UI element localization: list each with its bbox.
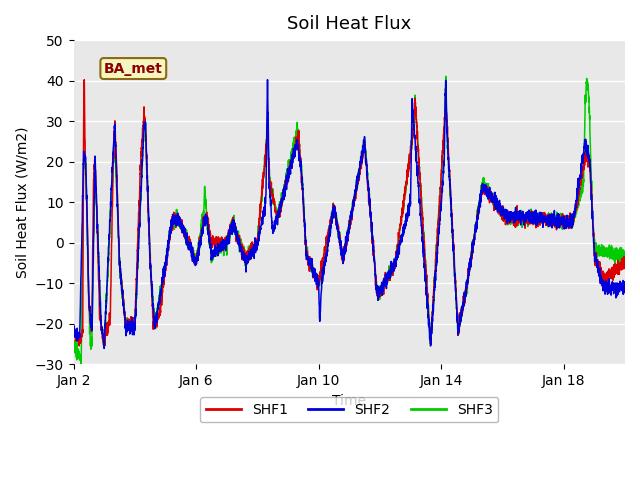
SHF2 (621, 289, 629, 295)
Text: BA_met: BA_met (104, 61, 163, 75)
SHF1 (621, 259, 628, 265)
SHF2 (100, 346, 108, 351)
SHF3 (442, 73, 449, 79)
SHF3 (403, 170, 411, 176)
X-axis label: Time: Time (332, 394, 366, 408)
SHF3 (621, 252, 628, 258)
SHF2 (569, 217, 577, 223)
SHF2 (264, 77, 271, 83)
SHF1 (70, 327, 77, 333)
SHF3 (569, 214, 577, 220)
Line: SHF2: SHF2 (74, 80, 625, 348)
SHF3 (188, 251, 196, 257)
Title: Soil Heat Flux: Soil Heat Flux (287, 15, 412, 33)
SHF3 (621, 248, 629, 254)
SHF2 (621, 279, 628, 285)
SHF1 (403, 167, 411, 172)
Y-axis label: Soil Heat Flux (W/m2): Soil Heat Flux (W/m2) (15, 127, 29, 278)
SHF2 (70, 332, 77, 337)
SHF1 (100, 344, 108, 350)
SHF1 (188, 246, 196, 252)
SHF1 (224, 234, 232, 240)
Legend: SHF1, SHF2, SHF3: SHF1, SHF2, SHF3 (200, 397, 499, 422)
SHF2 (403, 212, 411, 218)
SHF2 (413, 166, 420, 172)
SHF1 (413, 124, 420, 130)
SHF3 (77, 363, 84, 369)
SHF1 (621, 261, 629, 267)
Line: SHF1: SHF1 (74, 80, 625, 347)
SHF3 (413, 130, 420, 135)
SHF1 (81, 77, 88, 83)
SHF1 (569, 215, 577, 221)
SHF3 (70, 341, 77, 347)
SHF3 (224, 235, 232, 240)
Line: SHF3: SHF3 (74, 76, 625, 366)
SHF2 (188, 252, 196, 258)
SHF2 (224, 238, 232, 244)
